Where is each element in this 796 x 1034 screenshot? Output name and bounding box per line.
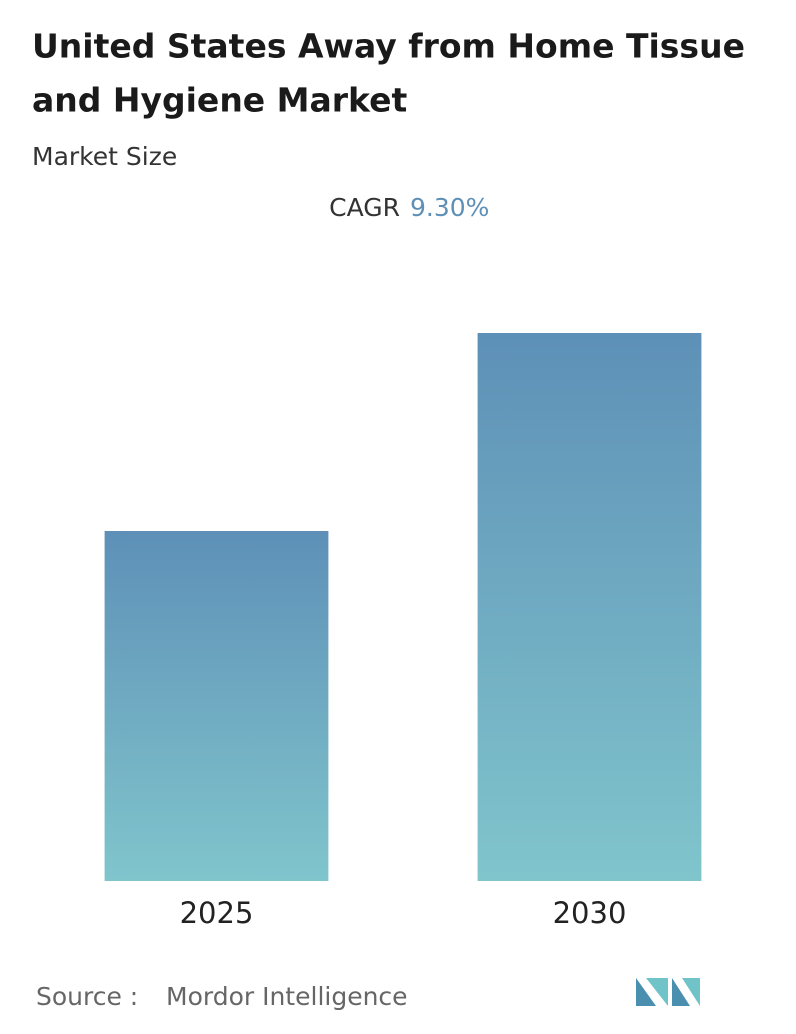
source: Mordor Intelligence — [166, 982, 408, 1011]
chart-title: and Hygiene Market — [32, 81, 408, 120]
chart-title: United States Away from Home Tissue — [32, 27, 745, 66]
cagr-label: CAGR — [329, 193, 400, 222]
source-label: Source : — [36, 982, 138, 1011]
x-tick-label: 2025 — [180, 896, 254, 930]
logo — [636, 978, 700, 1006]
bar — [104, 531, 329, 881]
cagr-value: 9.30% — [410, 193, 489, 222]
subtitle: Market Size — [32, 142, 177, 171]
bar — [477, 333, 702, 881]
x-tick-label: 2030 — [553, 896, 627, 930]
